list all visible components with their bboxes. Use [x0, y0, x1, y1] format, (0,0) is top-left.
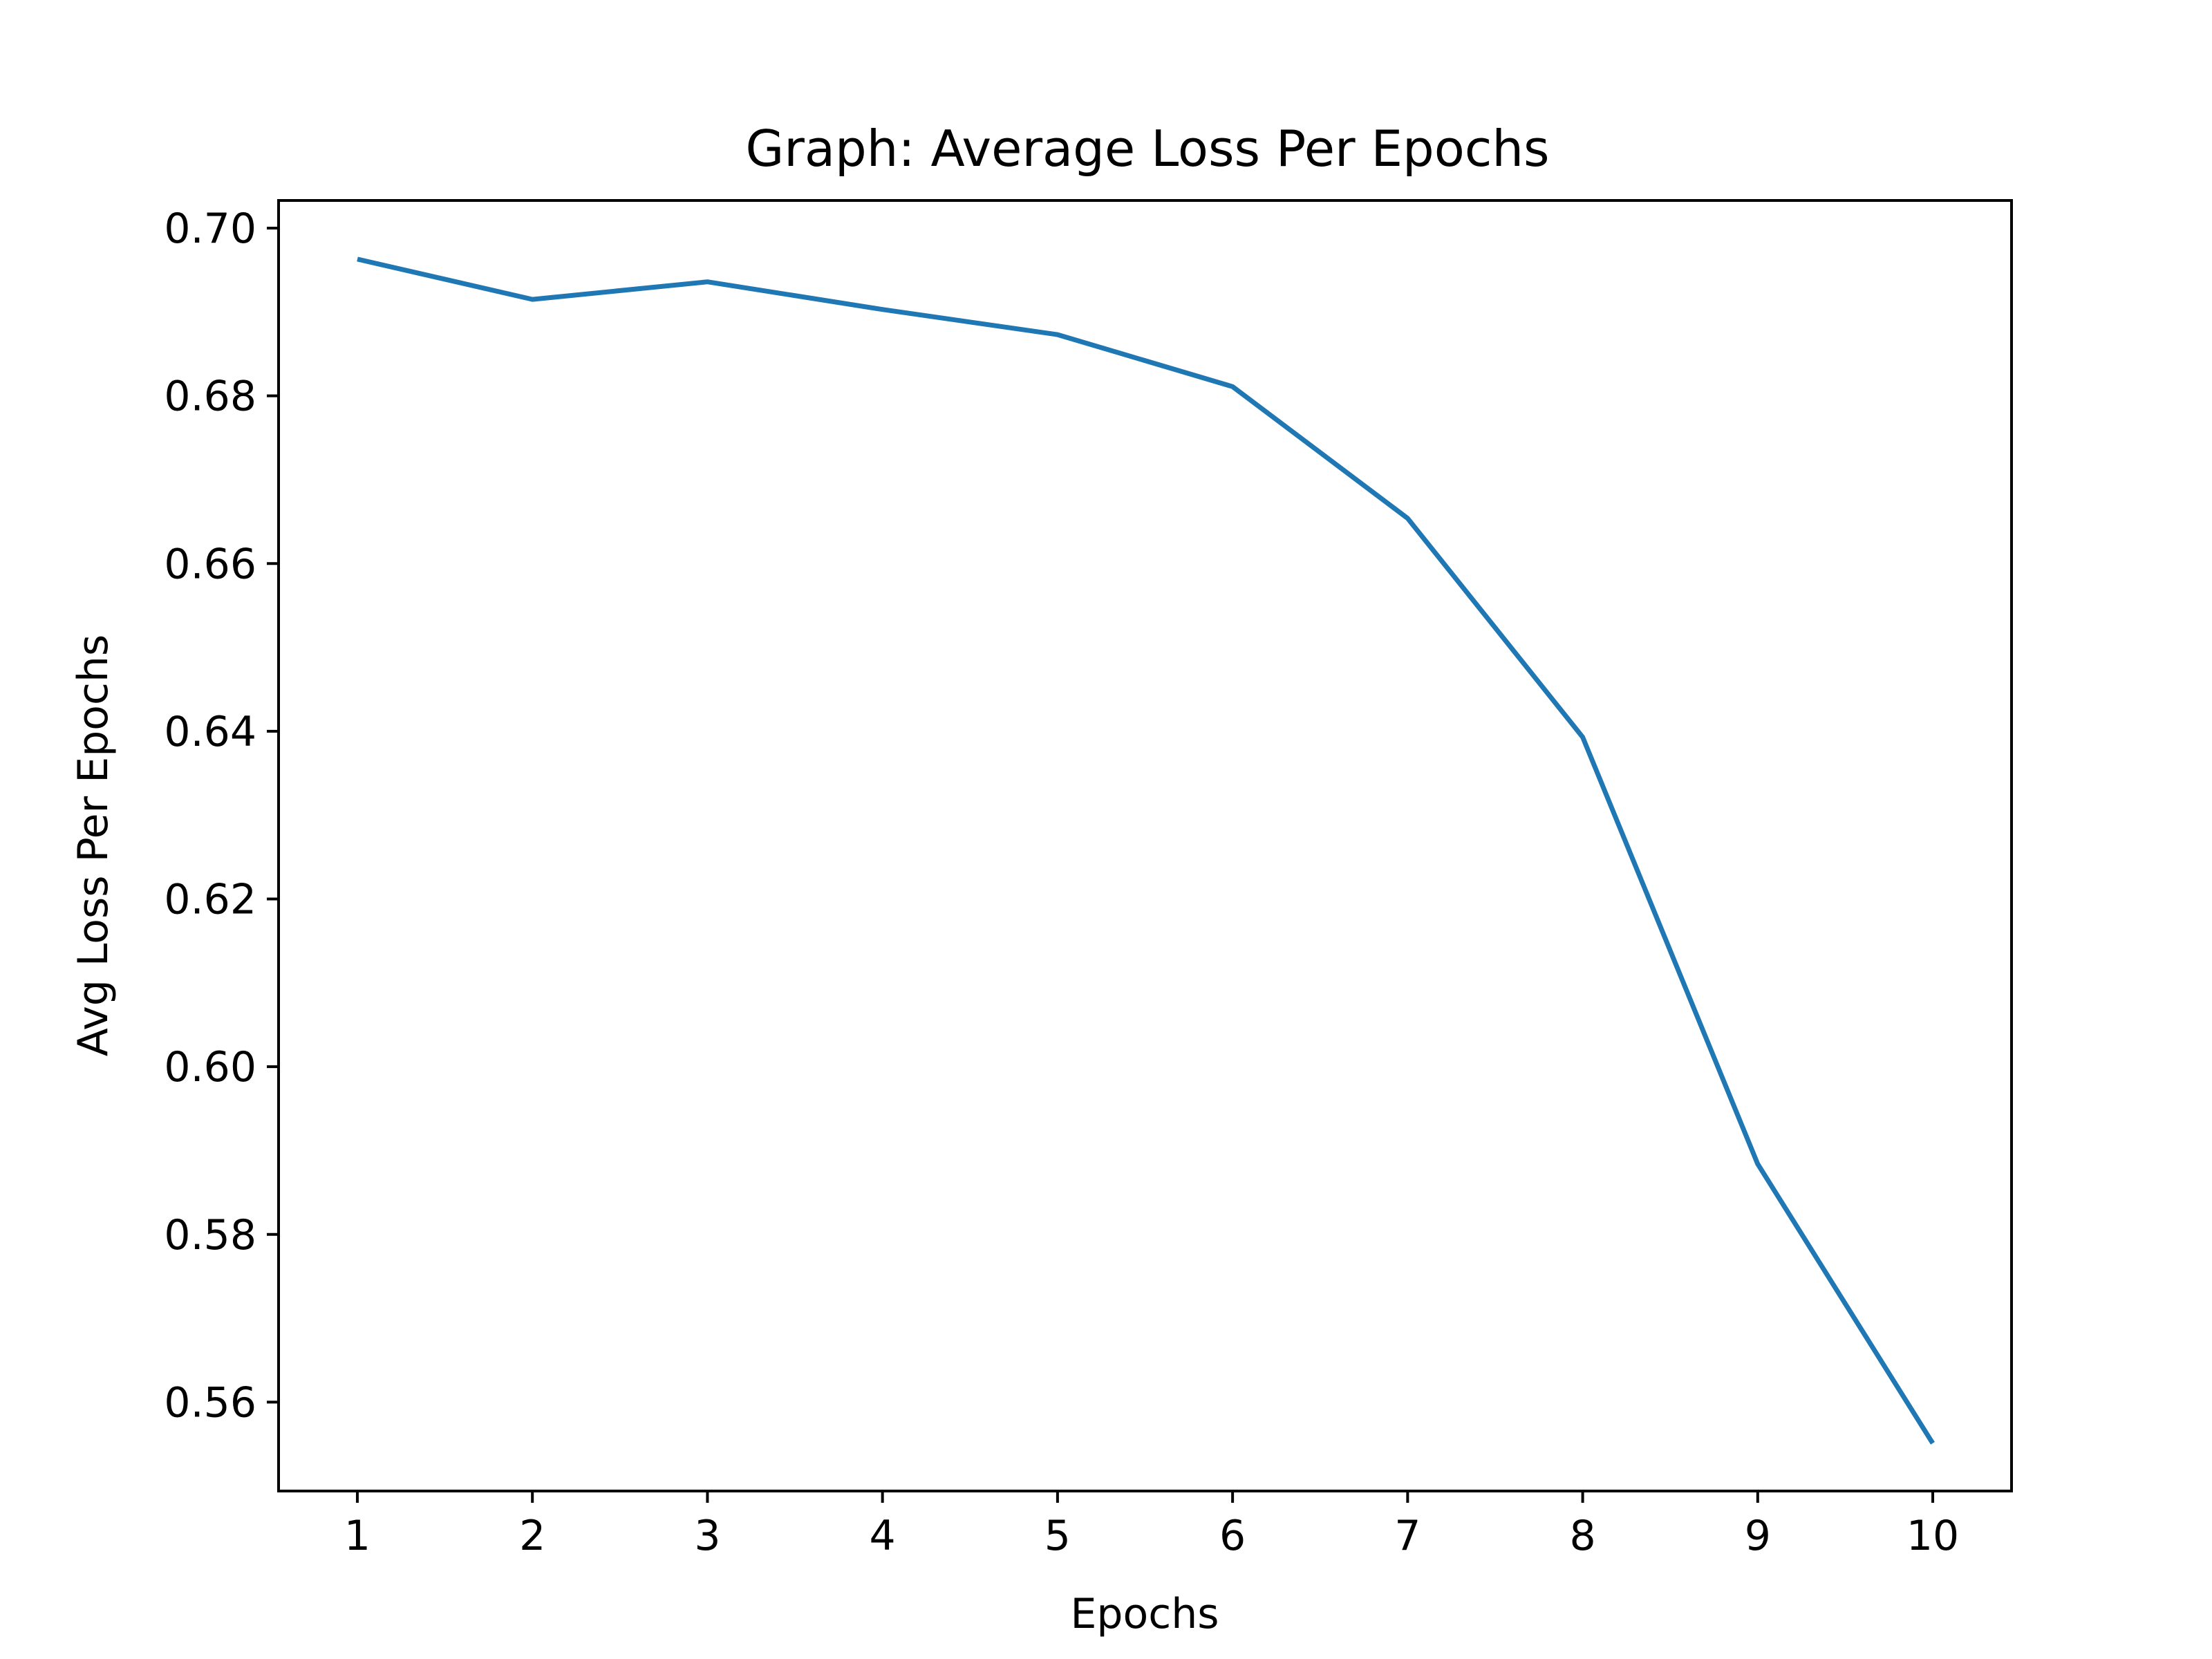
y-tick-label: 0.66 [164, 540, 256, 588]
y-tick-label: 0.60 [164, 1043, 256, 1091]
series-layer [357, 256, 1935, 1445]
x-tick-label: 9 [1745, 1512, 1771, 1560]
x-axis: 1 2 3 4 5 6 7 8 9 10 [344, 1491, 1959, 1560]
x-tick-label: 5 [1044, 1512, 1071, 1560]
y-axis: 0.56 0.58 0.60 0.62 0.64 0.66 0.68 0.70 [164, 205, 279, 1427]
x-tick-label: 7 [1394, 1512, 1421, 1560]
y-tick-label: 0.70 [164, 205, 256, 253]
series-line-0 [357, 256, 1935, 1445]
x-axis-label: Epochs [1071, 1590, 1219, 1638]
y-axis-label: Avg Loss Per Epochs [69, 635, 118, 1057]
y-tick-label: 0.64 [164, 708, 256, 756]
x-tick-label: 4 [870, 1512, 896, 1560]
x-tick-label: 2 [519, 1512, 545, 1560]
y-tick-label: 0.68 [164, 373, 256, 421]
y-tick-label: 0.56 [164, 1378, 256, 1427]
x-tick-label: 1 [344, 1512, 371, 1560]
x-tick-label: 3 [694, 1512, 720, 1560]
y-tick-label: 0.58 [164, 1211, 256, 1259]
x-tick-label: 6 [1219, 1512, 1246, 1560]
x-tick-label: 8 [1569, 1512, 1595, 1560]
chart-title: Graph: Average Loss Per Epochs [746, 120, 1550, 178]
plot-frame [277, 199, 2013, 1492]
x-tick-label: 10 [1906, 1512, 1959, 1560]
y-tick-label: 0.62 [164, 876, 256, 924]
